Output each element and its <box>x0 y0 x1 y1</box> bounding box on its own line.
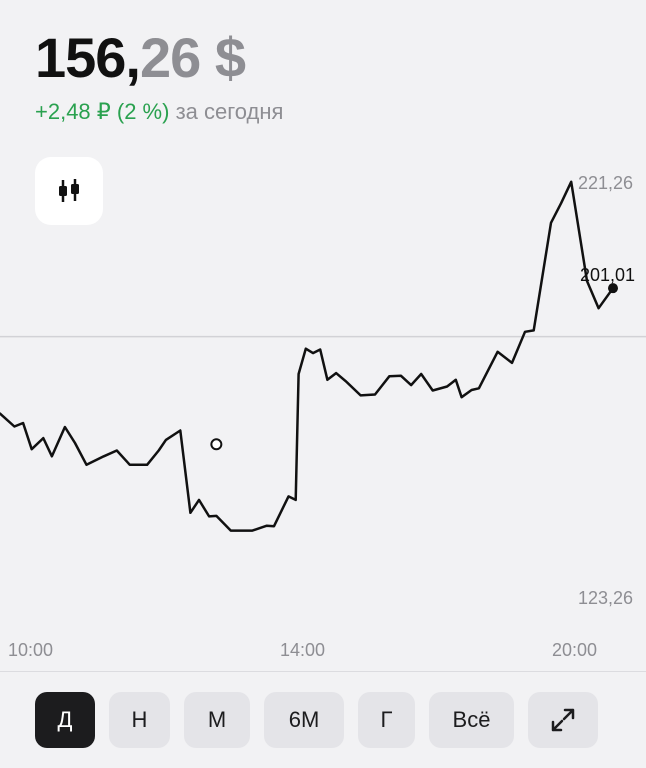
price-chart: 221,26 201,01 123,26 10:00 14:00 20:00 <box>0 150 646 670</box>
expand-icon <box>551 708 575 732</box>
price: 156,26 $ <box>35 26 246 90</box>
x-tick-label: 20:00 <box>552 640 598 660</box>
price-chart-plot <box>0 180 646 532</box>
divider <box>0 671 646 672</box>
period-selector: Д Н М 6М Г Всё <box>0 692 646 748</box>
y-min-label: 123,26 <box>578 588 634 608</box>
candlestick-icon <box>59 179 79 202</box>
period-button-year[interactable]: Г <box>358 692 415 748</box>
price-line <box>0 180 615 532</box>
period-button-day[interactable]: Д <box>35 692 95 748</box>
expand-chart-button[interactable] <box>528 692 598 748</box>
price-fraction: 26 $ <box>140 26 246 89</box>
candlestick-toggle-button[interactable] <box>35 157 103 225</box>
period-button-all[interactable]: Всё <box>429 692 514 748</box>
y-max-label: 221,26 <box>578 173 634 193</box>
price-change-period: за сегодня <box>175 99 284 124</box>
open-price-marker <box>210 438 223 451</box>
x-tick-label: 14:00 <box>280 640 326 660</box>
y-current-label: 201,01 <box>580 265 636 285</box>
price-change: +2,48 ₽ (2 %) за сегодня <box>35 98 283 126</box>
period-button-week[interactable]: Н <box>109 692 170 748</box>
period-button-month[interactable]: М <box>184 692 250 748</box>
current-price-marker <box>608 283 618 294</box>
price-change-delta: +2,48 ₽ (2 %) <box>35 99 170 124</box>
price-integer: 156, <box>35 26 141 89</box>
period-button-6months[interactable]: 6М <box>264 692 344 748</box>
x-tick-label: 10:00 <box>8 640 54 660</box>
